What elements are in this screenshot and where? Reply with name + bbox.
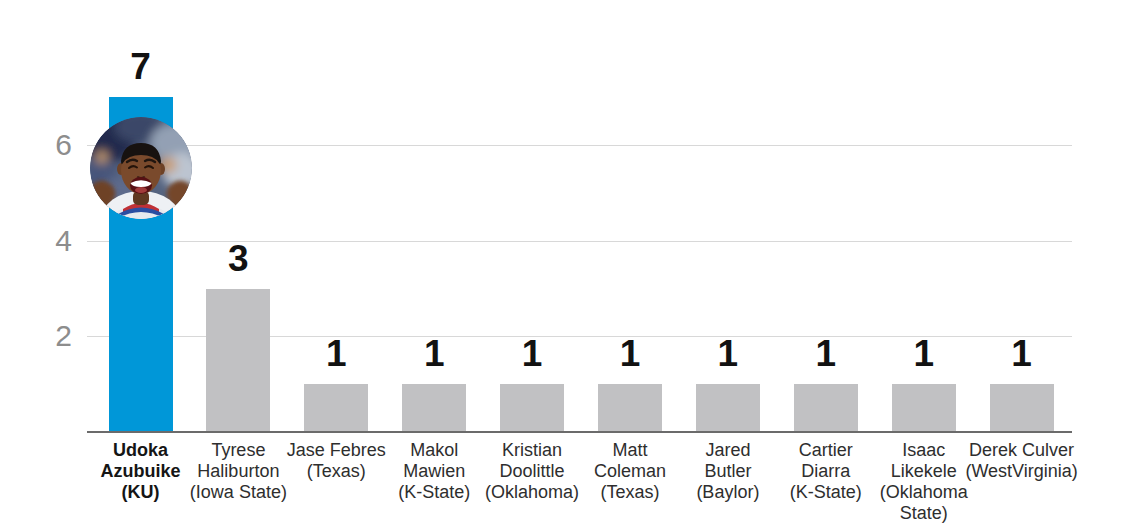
value-label: 1 bbox=[581, 334, 679, 374]
category-label-line: Derek Culver bbox=[962, 440, 1082, 461]
category-label: Derek Culver(WestVirginia) bbox=[962, 440, 1082, 482]
category-label-line: (Iowa State) bbox=[178, 482, 298, 503]
bar-derek-culver bbox=[990, 384, 1054, 432]
value-label: 1 bbox=[875, 334, 973, 374]
value-label: 1 bbox=[777, 334, 875, 374]
bar-makol-mawien bbox=[402, 384, 466, 432]
x-axis-line bbox=[87, 431, 1072, 433]
y-axis-tick-label: 2 bbox=[20, 320, 72, 352]
bar-chart: 246 7UdokaAzubuike(KU)3TyreseHaliburton(… bbox=[0, 0, 1140, 531]
gridline-y6 bbox=[87, 145, 1072, 146]
bar-matt-coleman bbox=[598, 384, 662, 432]
y-axis-tick-label: 4 bbox=[20, 225, 72, 257]
value-label: 1 bbox=[679, 334, 777, 374]
value-label: 3 bbox=[189, 239, 287, 279]
value-label: 1 bbox=[483, 334, 581, 374]
value-label: 1 bbox=[385, 334, 483, 374]
category-label-line: State) bbox=[864, 503, 984, 524]
player-photo-illustration bbox=[90, 117, 192, 219]
udoka-azubuike-photo bbox=[90, 117, 192, 219]
bar-jase-febres bbox=[304, 384, 368, 432]
bar-cartier-diarra bbox=[794, 384, 858, 432]
bar-tyrese-haliburton bbox=[206, 289, 270, 432]
category-label-line: (WestVirginia) bbox=[962, 461, 1082, 482]
bar-isaac-likekele bbox=[892, 384, 956, 432]
y-axis-tick-label: 6 bbox=[20, 129, 72, 161]
value-label: 1 bbox=[973, 334, 1071, 374]
category-label-line: (Oklahoma bbox=[864, 482, 984, 503]
bar-kristian-doolittle bbox=[500, 384, 564, 432]
value-label: 1 bbox=[287, 334, 385, 374]
bar-jared-butler bbox=[696, 384, 760, 432]
value-label: 7 bbox=[92, 47, 190, 87]
